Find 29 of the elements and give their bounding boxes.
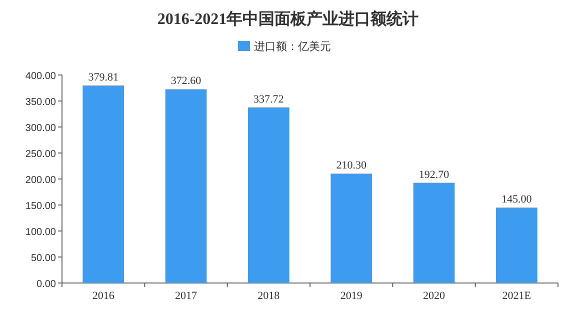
y-tick-label: 250.00 — [25, 149, 56, 160]
x-tick-label: 2020 — [423, 290, 446, 302]
bar — [165, 89, 207, 283]
y-tick-label: 0.00 — [36, 279, 56, 290]
x-tick-label: 2016 — [92, 290, 115, 302]
y-tick-label: 100.00 — [25, 227, 56, 238]
bar — [82, 86, 124, 283]
data-label: 210.30 — [336, 160, 367, 172]
y-tick-label: 150.00 — [25, 201, 56, 212]
data-label: 145.00 — [502, 194, 532, 206]
y-tick-label: 200.00 — [25, 175, 56, 186]
y-tick-label: 400.00 — [25, 71, 56, 82]
y-tick-label: 350.00 — [25, 97, 56, 108]
bar — [413, 182, 455, 283]
x-tick-label: 2019 — [340, 290, 363, 302]
x-tick-label: 2017 — [175, 290, 198, 302]
x-tick-label: 2018 — [258, 290, 280, 302]
data-label: 379.81 — [88, 72, 118, 84]
bar — [330, 174, 372, 283]
bar — [496, 208, 538, 283]
bar — [248, 107, 290, 283]
data-label: 192.70 — [418, 168, 450, 181]
data-label: 372.60 — [170, 75, 202, 88]
chart-title: 2016-2021年中国面板产业进口额统计 — [157, 10, 419, 28]
y-tick-label: 50.00 — [30, 253, 56, 264]
legend-label: 进口额：亿美元 — [254, 40, 331, 53]
data-label: 337.72 — [254, 93, 284, 106]
x-tick-label: 2021E — [502, 290, 532, 302]
y-tick-label: 300.00 — [25, 123, 56, 134]
